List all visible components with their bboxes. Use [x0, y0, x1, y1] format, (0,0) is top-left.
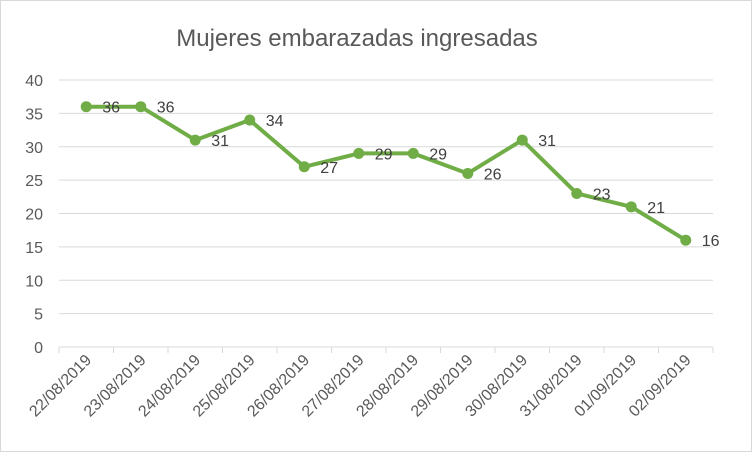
series-line — [84, 104, 688, 243]
data-label: 34 — [266, 113, 284, 130]
data-point — [135, 101, 147, 113]
data-label: 31 — [211, 133, 229, 150]
y-tick-label: 20 — [25, 207, 43, 224]
y-tick-label: 35 — [25, 106, 43, 123]
data-label: 27 — [320, 160, 338, 177]
y-tick-label: 30 — [25, 140, 43, 157]
y-tick-label: 10 — [25, 273, 43, 290]
data-point — [80, 101, 92, 113]
data-point — [298, 161, 310, 173]
data-label: 29 — [375, 146, 393, 163]
y-tick-label: 15 — [25, 240, 43, 257]
data-label: 36 — [102, 100, 120, 117]
data-label: 23 — [593, 186, 611, 203]
data-label: 16 — [702, 233, 720, 250]
data-label: 29 — [429, 146, 447, 163]
data-point — [244, 114, 256, 126]
data-label: 31 — [538, 133, 556, 150]
data-label: 26 — [484, 166, 502, 183]
data-point — [571, 187, 583, 199]
chart-title: Mujeres embarazadas ingresadas — [176, 25, 538, 52]
y-tick-label: 40 — [25, 73, 43, 90]
data-point — [516, 134, 528, 146]
data-point — [407, 147, 419, 159]
data-label: 36 — [157, 100, 175, 117]
data-point — [189, 134, 201, 146]
data-point — [353, 147, 365, 159]
data-point — [680, 234, 692, 246]
y-tick-label: 5 — [34, 307, 43, 324]
y-tick-label: 25 — [25, 173, 43, 190]
data-point — [462, 167, 474, 179]
data-label: 21 — [647, 200, 665, 217]
data-point — [625, 201, 637, 213]
y-tick-label: 0 — [34, 340, 43, 357]
